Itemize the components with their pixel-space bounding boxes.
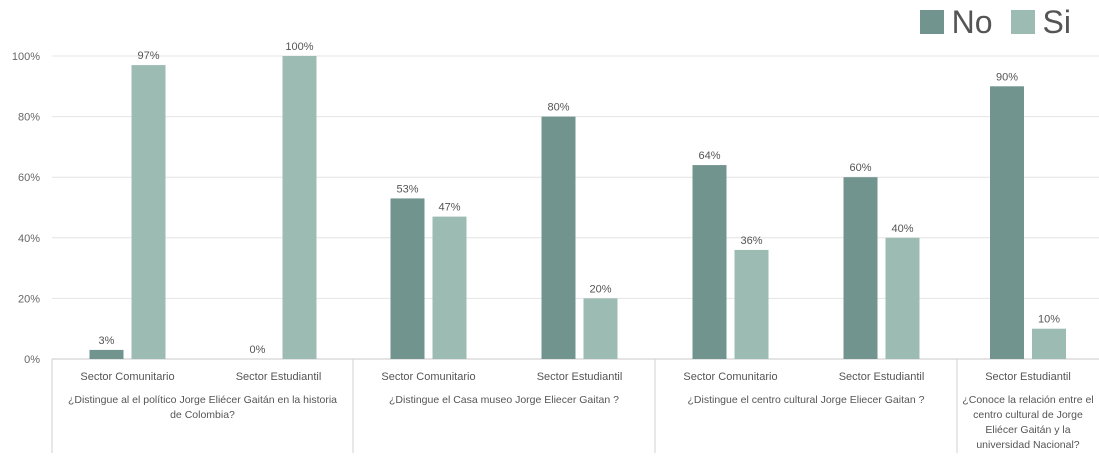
question-label: ¿Distingue el Casa museo Jorge Eliecer G…: [389, 394, 619, 406]
y-tick-label: 60%: [18, 172, 40, 184]
question-label: Eliécer Gaitán y la: [985, 424, 1070, 436]
bar-si: [734, 249, 769, 359]
bar-si: [583, 298, 618, 359]
data-label-si: 47%: [438, 202, 460, 214]
data-label-no: 90%: [996, 71, 1018, 83]
y-tick-label: 80%: [18, 112, 40, 124]
bar-no: [89, 349, 124, 359]
bar-no: [390, 198, 425, 359]
data-label-si: 20%: [589, 283, 611, 295]
category-label: Sector Estudiantil: [985, 371, 1071, 383]
legend-label-si: Si: [1042, 4, 1071, 40]
category-label: Sector Comunitario: [683, 371, 777, 383]
legend: No Si: [919, 4, 1071, 40]
legend-swatch-si: [1010, 10, 1035, 34]
bar-no: [692, 165, 727, 359]
legend-swatch-no: [919, 10, 944, 34]
y-tick-label: 40%: [18, 233, 40, 245]
legend-label-no: No: [951, 4, 993, 40]
question-label: ¿Conoce la relación entre el: [962, 394, 1093, 406]
bar-si: [131, 65, 166, 359]
category-label: Sector Estudiantil: [537, 371, 623, 383]
question-label: ¿Distingue al el político Jorge Eliécer …: [68, 394, 337, 406]
question-label: centro cultural de Jorge: [973, 409, 1083, 421]
data-label-si: 10%: [1038, 314, 1060, 326]
data-label-si: 40%: [891, 223, 913, 235]
bar-si: [282, 56, 317, 359]
question-label: universidad Nacional?: [976, 439, 1079, 451]
bar-no: [843, 177, 878, 359]
data-label-si: 100%: [285, 41, 313, 53]
data-label-no: 80%: [547, 102, 569, 114]
category-label: Sector Comunitario: [381, 371, 475, 383]
data-label-no: 0%: [250, 344, 266, 356]
category-label: Sector Comunitario: [80, 371, 174, 383]
y-tick-label: 20%: [18, 293, 40, 305]
data-label-si: 97%: [137, 50, 159, 62]
data-label-no: 3%: [99, 335, 115, 347]
bar-si: [885, 237, 920, 359]
category-label: Sector Estudiantil: [236, 371, 322, 383]
legend-item-no: No: [919, 4, 993, 40]
bar-si: [1032, 328, 1066, 359]
y-tick-label: 0%: [24, 354, 40, 366]
data-label-no: 53%: [396, 183, 418, 195]
bar-si: [432, 216, 467, 359]
bar-no: [541, 116, 576, 359]
bar-no: [990, 86, 1024, 360]
y-tick-label: 100%: [12, 51, 40, 63]
data-label-no: 60%: [849, 162, 871, 174]
data-label-si: 36%: [740, 235, 762, 247]
category-label: Sector Estudiantil: [839, 371, 925, 383]
question-label: de Colombia?: [170, 409, 235, 421]
legend-item-si: Si: [1010, 4, 1071, 40]
question-label: ¿Distingue el centro cultural Jorge Elie…: [688, 394, 925, 406]
data-label-no: 64%: [698, 150, 720, 162]
